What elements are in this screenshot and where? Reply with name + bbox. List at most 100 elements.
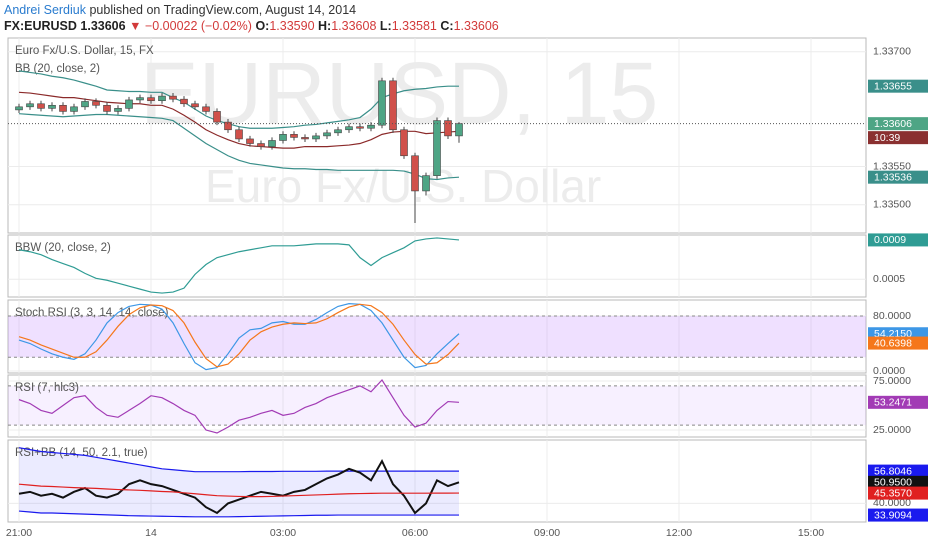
value-badge-label: 0.0009	[874, 234, 906, 246]
candle-body	[367, 124, 375, 129]
candle-body	[400, 129, 408, 157]
candle-body	[158, 95, 166, 102]
candle-body	[312, 135, 320, 140]
value-badge-label: 33.9094	[874, 509, 912, 521]
value-badge	[868, 117, 928, 131]
candle-body	[268, 140, 276, 147]
ohlc-value: 1.33581	[391, 19, 437, 33]
header-line: Andrei Serdiuk published on TradingView.…	[4, 2, 499, 18]
series-line	[18, 91, 460, 149]
ohlc-label: C:	[440, 19, 454, 33]
panel-title: RSI+BB (14, 50, 2.1, true)	[15, 447, 148, 459]
candle-body	[92, 101, 100, 106]
value-badge-label: 1.33606	[874, 118, 912, 130]
value-badge	[868, 170, 928, 184]
series-line	[18, 510, 460, 518]
candle-body	[26, 103, 34, 108]
ohlc-label: O:	[255, 19, 270, 33]
value-badge-label: 56.8046	[874, 465, 912, 477]
candle-body	[301, 137, 309, 140]
panel-title: Stoch RSI (3, 3, 14, 14, close)	[15, 307, 169, 319]
candle-body	[191, 103, 199, 108]
candle-body	[279, 134, 287, 141]
series-line	[18, 237, 460, 294]
value-badge	[868, 131, 928, 145]
candle-body	[37, 103, 45, 109]
panel: 0.0005 BBW (20, close, 2)	[7, 234, 905, 298]
value-badge	[868, 395, 928, 409]
series-line	[18, 379, 460, 434]
x-tick-label: 15:00	[798, 527, 824, 539]
y-tick-label: 1.33700	[873, 46, 911, 58]
candle-body	[180, 98, 188, 105]
candle-body	[345, 126, 353, 131]
value-badge-label: 10:39	[874, 132, 900, 144]
value-badge	[868, 233, 928, 247]
candle-body	[213, 111, 221, 123]
candle-body	[15, 106, 23, 111]
x-tick-label: 21:00	[6, 527, 32, 539]
candle-body	[48, 104, 56, 109]
y-tick-label: 0.0005	[873, 273, 905, 285]
x-tick-label: 06:00	[402, 527, 428, 539]
ohlc-value: 1.33608	[331, 19, 377, 33]
candle-body	[202, 106, 210, 112]
y-tick-label: 1.33550	[873, 160, 911, 172]
candle-body	[389, 80, 397, 131]
panel-title: Euro Fx/U.S. Dollar, 15, FX	[15, 45, 154, 57]
panel: 40.0000 RSI+BB (14, 50, 2.1, true)	[7, 439, 911, 523]
value-badge	[868, 475, 928, 489]
symbol: FX:EURUSD	[4, 19, 77, 33]
last-price: 1.33606	[80, 19, 126, 33]
candle-body	[169, 95, 177, 100]
candle-body	[125, 99, 133, 109]
candle-body	[444, 120, 452, 137]
candle-body	[455, 123, 463, 137]
watermark: Euro Fx/U.S. Dollar	[205, 160, 601, 212]
y-tick-label: 25.0000	[873, 424, 911, 436]
change-arrow: ▼	[129, 19, 142, 33]
band	[8, 316, 866, 358]
x-tick-label: 09:00	[534, 527, 560, 539]
x-tick-label: 12:00	[666, 527, 692, 539]
band	[8, 385, 866, 426]
author-link[interactable]: Andrei Serdiuk	[4, 3, 86, 17]
panel: 80.0000 0.0000 Stoch RSI (3, 3, 14, 14, cl…	[7, 299, 911, 377]
candle-body	[257, 143, 265, 147]
y-tick-label: 80.0000	[873, 310, 911, 322]
value-badge	[868, 79, 928, 93]
candle-body	[224, 121, 232, 131]
series-line	[18, 113, 460, 181]
panel: EURUSD, 15 Euro Fx/U.S. Dollar 1.33700 1.33…	[7, 37, 911, 234]
series-line	[18, 303, 460, 368]
panel-title: BBW (20, close, 2)	[15, 242, 111, 254]
candle-body	[235, 129, 243, 140]
candle-body	[290, 134, 298, 138]
x-tick-label: 03:00	[270, 527, 296, 539]
published-text: published on TradingView.com, August 14,…	[89, 3, 357, 17]
ohlc-value: 1.33606	[453, 19, 499, 33]
ohlc-label: L:	[379, 19, 392, 33]
y-tick-label: 75.0000	[873, 375, 911, 387]
candle-body	[246, 138, 254, 144]
value-badge	[868, 336, 928, 350]
value-badge-label: 45.3570	[874, 487, 912, 499]
value-badge-label: 53.2471	[874, 397, 912, 409]
value-badge	[868, 508, 928, 522]
series-line	[18, 483, 460, 498]
x-tick-label: 14	[145, 527, 157, 539]
ohlc-label: H:	[318, 19, 332, 33]
candle-body	[70, 106, 78, 112]
y-tick-label: 0.0000	[873, 365, 905, 377]
candle-body	[103, 104, 111, 112]
band-fill	[19, 447, 459, 517]
ohlc-value: 1.33590	[269, 19, 315, 33]
header: Andrei Serdiuk published on TradingView.…	[4, 2, 499, 34]
panel-title: RSI (7, hlc3)	[15, 382, 79, 394]
candle-body	[422, 175, 430, 192]
watermark: EURUSD, 15	[140, 43, 658, 142]
candle-body	[433, 120, 441, 176]
value-badge-label: 40.6398	[874, 337, 912, 349]
